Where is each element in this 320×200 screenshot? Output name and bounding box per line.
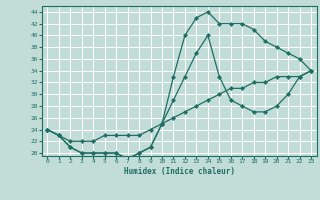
X-axis label: Humidex (Indice chaleur): Humidex (Indice chaleur) — [124, 167, 235, 176]
